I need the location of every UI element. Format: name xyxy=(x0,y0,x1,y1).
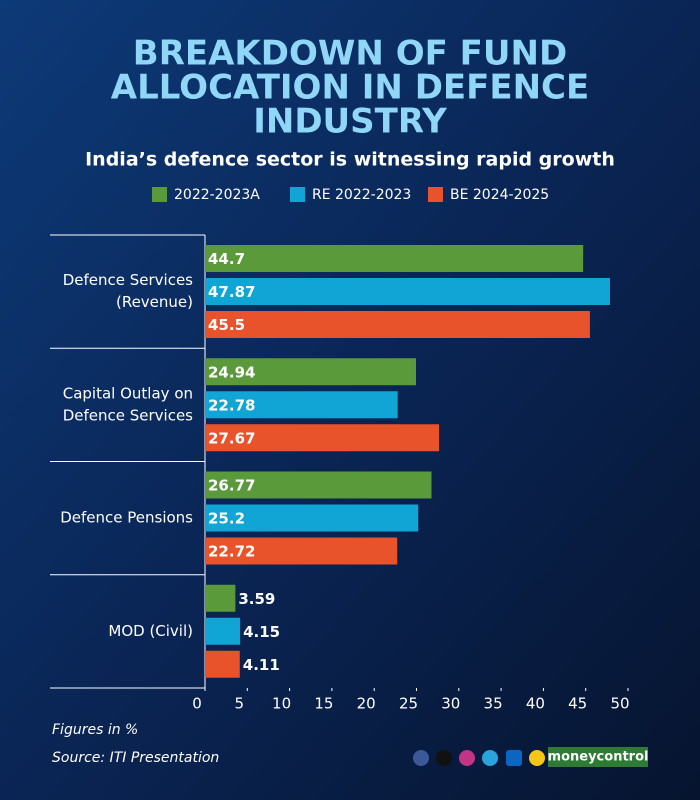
note: Figures in % xyxy=(52,722,138,738)
data-label: 45.5 xyxy=(208,316,245,334)
x-tick-label: 30 xyxy=(441,695,460,713)
data-label: 22.78 xyxy=(208,396,255,414)
category-label: Defence Services xyxy=(63,271,193,289)
category-label: Capital Outlay on xyxy=(63,384,193,402)
legend-label: BE 2024-2025 xyxy=(450,187,549,203)
x-tick-label: 15 xyxy=(314,695,333,713)
legend-swatch xyxy=(290,187,305,202)
bar xyxy=(205,424,440,452)
data-label: 44.7 xyxy=(208,250,245,268)
data-label: 26.77 xyxy=(208,477,255,495)
data-label: 27.67 xyxy=(208,429,255,447)
bar xyxy=(205,617,241,645)
data-label: 4.11 xyxy=(243,656,280,674)
chart-title: INDUSTRY xyxy=(253,102,447,142)
data-label: 47.87 xyxy=(208,283,255,301)
chart-title: ALLOCATION IN DEFENCE xyxy=(111,68,589,108)
legend-swatch xyxy=(152,187,167,202)
chart-subtitle: India’s defence sector is witnessing rap… xyxy=(85,149,615,171)
x-tick-label: 40 xyxy=(526,695,545,713)
x-tick-label: 5 xyxy=(235,695,245,713)
category-label: Defence Services xyxy=(63,406,193,424)
social-icons xyxy=(413,750,545,766)
bar xyxy=(205,278,610,305)
x-tick-label: 0 xyxy=(192,695,202,713)
x-tick-label: 35 xyxy=(484,695,503,713)
brand: moneycontrol xyxy=(548,750,649,765)
data-label: 25.2 xyxy=(208,510,245,528)
bar xyxy=(205,537,398,565)
bar xyxy=(205,391,398,419)
x-tick-label: 20 xyxy=(357,695,376,713)
data-label: 24.94 xyxy=(208,363,255,381)
brand-box xyxy=(548,747,648,767)
chart-title: BREAKDOWN OF FUND xyxy=(133,34,567,74)
bar xyxy=(205,584,236,612)
data-label: 3.59 xyxy=(238,590,275,608)
legend-swatch xyxy=(428,187,443,202)
bar xyxy=(205,245,584,272)
x-tick-label: 10 xyxy=(272,695,291,713)
bar xyxy=(205,358,416,386)
bar xyxy=(205,650,240,678)
source: Source: ITI Presentation xyxy=(52,750,219,766)
category-label: MOD (Civil) xyxy=(108,622,193,640)
bar xyxy=(205,504,419,532)
x-tick-label: 50 xyxy=(610,695,629,713)
legend-label: 2022-2023A xyxy=(174,187,260,203)
data-label: 22.72 xyxy=(208,543,255,561)
data-label: 4.15 xyxy=(243,623,280,641)
bar xyxy=(205,471,432,499)
legend-label: RE 2022-2023 xyxy=(312,187,411,203)
category-label: Defence Pensions xyxy=(60,509,193,527)
x-tick-label: 45 xyxy=(568,695,587,713)
bar xyxy=(205,311,590,338)
category-label: (Revenue) xyxy=(116,293,193,311)
x-tick-label: 25 xyxy=(399,695,418,713)
